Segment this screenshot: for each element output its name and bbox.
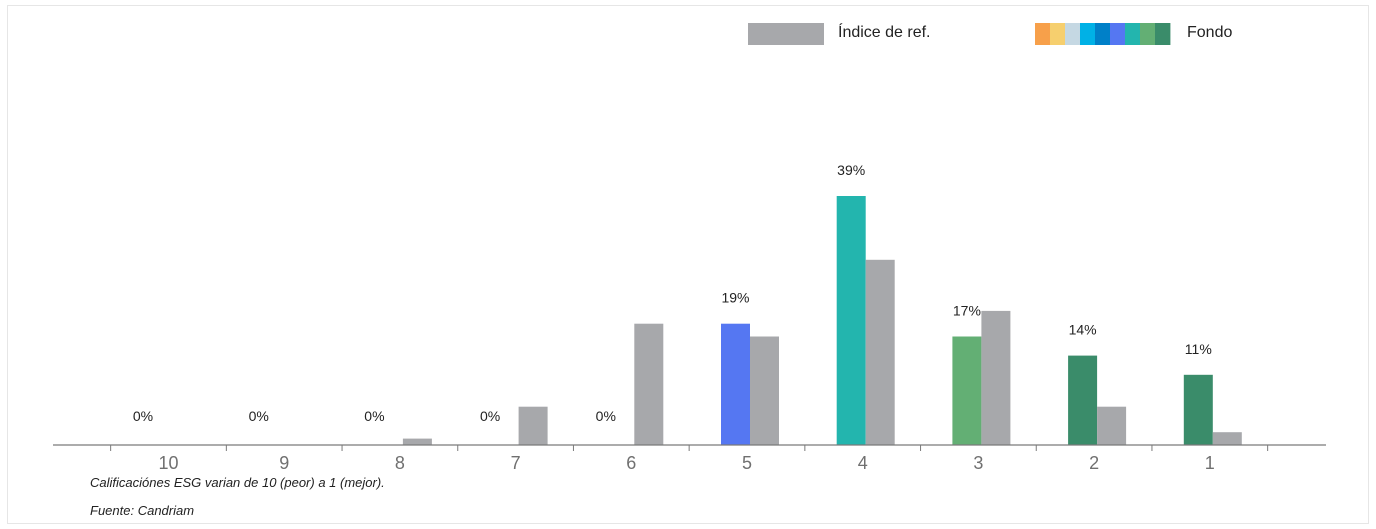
data-label-fund: 0% [480,408,500,424]
bar-fund [1068,355,1098,445]
legend-fund-swatch-segment [1080,23,1096,45]
bars [402,196,1242,445]
bar-benchmark [634,323,664,445]
bar-benchmark [402,438,432,445]
bar-fund [836,196,866,445]
data-label-fund: 39% [837,162,865,178]
legend-fund-swatch-segment [1035,23,1051,45]
data-label-fund: 17% [953,303,981,319]
bar-benchmark [865,259,895,445]
x-tick-label: 10 [158,453,178,473]
legend-fund-swatch-segment [1050,23,1066,45]
x-tick-label: 7 [511,453,521,473]
data-label-fund: 11% [1185,341,1212,357]
scale-note: Calificaciónes ESG varian de 10 (peor) a… [90,475,385,490]
x-tick-label: 9 [279,453,289,473]
data-label-fund: 0% [364,408,384,424]
x-tick-label: 4 [858,453,868,473]
x-axis: 10 9 8 7 6 5 4 3 2 1 [53,444,1326,473]
bar-fund [1183,374,1213,445]
legend-fund-swatch-segment [1125,23,1141,45]
legend-fund-swatch-segment [1140,23,1156,45]
bar-benchmark [1212,432,1242,445]
bar-benchmark [1097,406,1127,445]
x-tick-label: 5 [742,453,752,473]
data-label-fund: 0% [249,408,269,424]
bar-benchmark [750,336,779,445]
x-tick-label: 1 [1205,453,1215,473]
legend-fund-swatch-segment [1065,23,1081,45]
legend-fund-swatch-segment [1155,23,1171,45]
data-label-fund: 0% [133,408,153,424]
source-note: Fuente: Candriam [90,503,195,518]
legend-fund-swatch-segment [1095,23,1111,45]
data-label-fund: 0% [596,408,616,424]
x-tick-label: 8 [395,453,405,473]
legend-label-fund: Fondo [1187,24,1232,41]
legend-label-benchmark: Índice de ref. [838,22,931,41]
bar-fund [952,336,982,445]
x-tick-label: 3 [973,453,983,473]
data-label-fund: 19% [721,290,749,306]
bar-benchmark [518,406,548,445]
chart-frame [7,5,1369,524]
x-tick-label: 2 [1089,453,1099,473]
legend-fund-swatch-segment [1110,23,1126,45]
data-labels: 0% 0% 0% 0% 0% 19% 39% 17% 14% 11% [133,162,1212,424]
data-label-fund: 14% [1069,322,1097,338]
legend-swatch-fund [1035,23,1171,45]
legend: Índice de ref. Fondo [748,22,1232,45]
legend-swatch-benchmark [748,23,824,45]
x-tick-label: 6 [626,453,636,473]
bar-benchmark [981,310,1011,445]
bar-fund [721,323,750,445]
